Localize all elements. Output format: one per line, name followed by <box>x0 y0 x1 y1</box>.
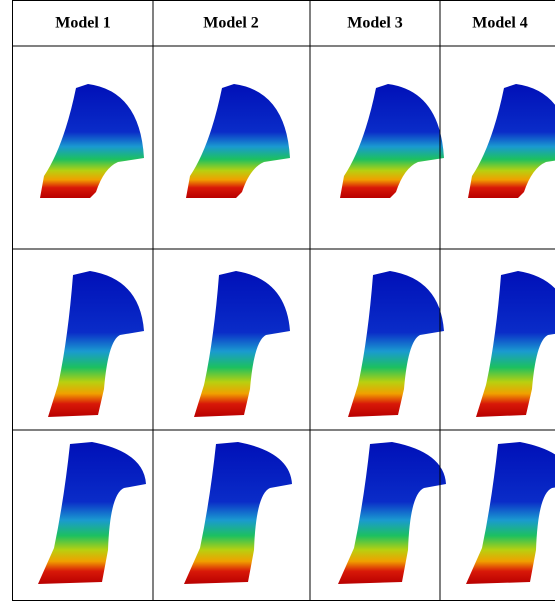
results-table: Model 1 Model 2 Model 3 Model 4 <box>0 0 555 601</box>
header-cell: Model 3 <box>347 15 403 32</box>
fe-result <box>476 271 555 417</box>
cell-images <box>38 84 555 584</box>
fe-result <box>48 271 144 417</box>
fe-result <box>468 84 555 198</box>
figure: Model 1 Model 2 Model 3 Model 4 <box>0 0 555 601</box>
fe-result <box>466 442 555 584</box>
fe-result <box>186 84 290 198</box>
fe-result <box>184 442 292 584</box>
fe-result <box>40 84 144 198</box>
fe-result <box>340 84 444 198</box>
header-cell: Model 2 <box>203 15 259 32</box>
fe-result <box>38 442 146 584</box>
fe-result <box>338 442 446 584</box>
fe-result <box>194 271 290 417</box>
header-cell: Model 4 <box>472 15 528 32</box>
header-cell: Model 1 <box>55 15 111 32</box>
fe-result <box>348 271 444 417</box>
